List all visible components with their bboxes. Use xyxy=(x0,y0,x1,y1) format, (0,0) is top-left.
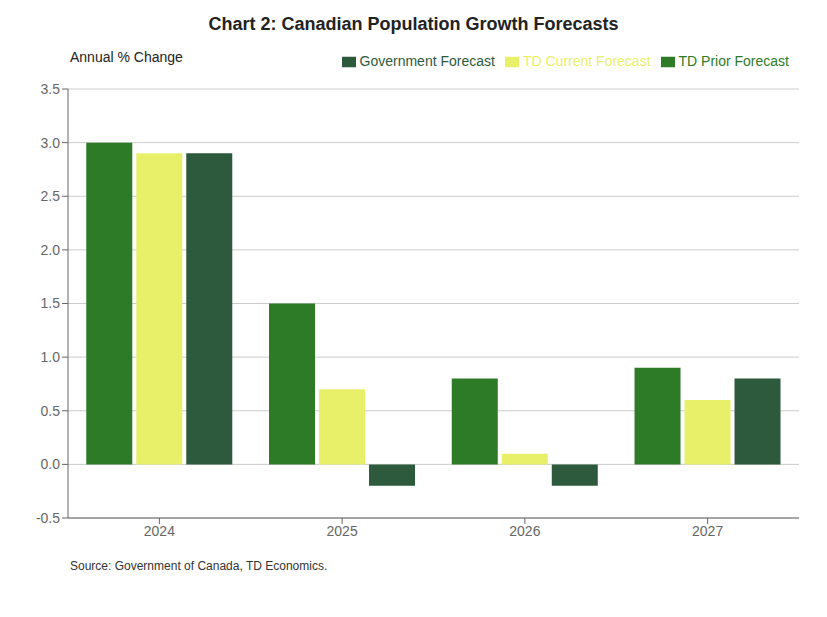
html-text:Source: Government of Canada,: Source: Government of Canada, TD Economi… xyxy=(70,559,328,573)
svg-text:2025: 2025 xyxy=(327,523,358,539)
svg-text:2.5: 2.5 xyxy=(41,188,61,204)
svg-text:1.5: 1.5 xyxy=(41,295,61,311)
svg-text:-0.5: -0.5 xyxy=(36,510,60,526)
svg-text:2026: 2026 xyxy=(509,523,540,539)
svg-text:1.0: 1.0 xyxy=(41,349,61,365)
html-text:TD Prior Forecast: TD Prior Forecast xyxy=(678,53,789,69)
html-text:Government Forecast: Government Forecast xyxy=(359,53,495,69)
svg-text:3.5: 3.5 xyxy=(41,81,61,97)
svg-text:3.0: 3.0 xyxy=(41,135,61,151)
html-text:TD Current Forecast: TD Current Forecast xyxy=(522,53,651,69)
html-text:Annual % Change: Annual % Change xyxy=(70,49,183,65)
svg-text:2027: 2027 xyxy=(692,523,723,539)
html-text:Chart 2: Canadian Population G: Chart 2: Canadian Population Growth Fore… xyxy=(208,14,619,34)
svg-text:0.5: 0.5 xyxy=(41,403,61,419)
svg-text:2024: 2024 xyxy=(144,523,175,539)
svg-text:2.0: 2.0 xyxy=(41,242,61,258)
svg-text:0.0: 0.0 xyxy=(41,456,61,472)
